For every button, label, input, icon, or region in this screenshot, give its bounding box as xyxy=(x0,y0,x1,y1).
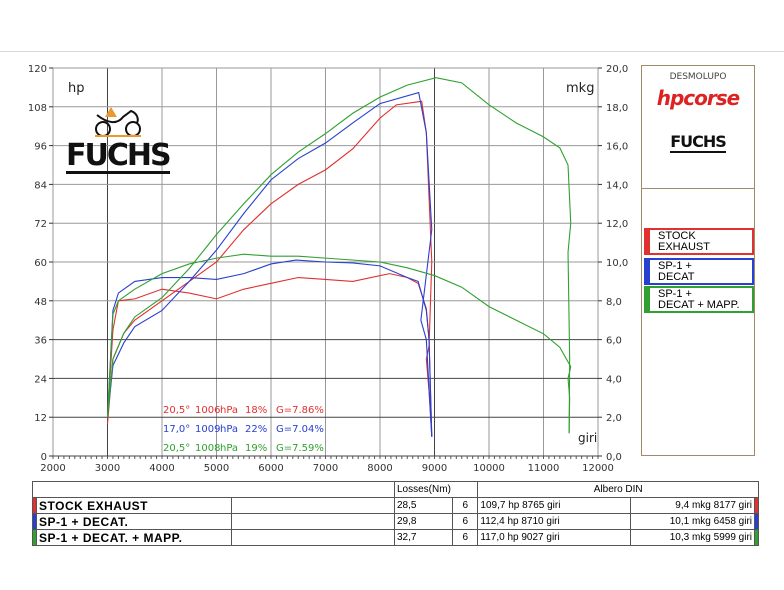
curves xyxy=(106,77,572,437)
x-tick-label: 12000 xyxy=(582,463,614,474)
legend-item-decat: SP-1 + DECAT xyxy=(644,258,754,285)
fuchs-logo: FUCHS xyxy=(66,103,172,174)
x-tick-label: 9000 xyxy=(422,463,447,474)
y-left-tick-label: 60 xyxy=(34,258,47,269)
condition-text: hPa xyxy=(220,405,238,416)
y-left-tick-label: 72 xyxy=(34,219,47,230)
x-tick-label: 5000 xyxy=(204,463,229,474)
brand-label: DESMOLUPO xyxy=(669,72,727,82)
x-tick-label: 10000 xyxy=(473,463,505,474)
y-right-tick-label: 20,0 xyxy=(606,64,628,75)
condition-text: G=7.04% xyxy=(276,424,324,435)
condition-text: G=7.59% xyxy=(276,443,324,454)
top-divider xyxy=(0,51,784,52)
y-right-tick-label: 16,0 xyxy=(606,142,628,153)
y-left-tick-label: 108 xyxy=(28,103,47,114)
condition-text: 22% xyxy=(245,424,267,435)
x-tick-label: 6000 xyxy=(258,463,283,474)
condition-text: 1006 xyxy=(195,405,220,416)
y-right-tick-label: 8,0 xyxy=(606,297,622,308)
condition-text: 20,5° xyxy=(163,443,190,454)
y-left-tick-label: 96 xyxy=(34,142,47,153)
torque-curve-2 xyxy=(106,253,572,433)
y-left-tick-label: 36 xyxy=(34,336,47,347)
x-tick-label: 8000 xyxy=(367,463,392,474)
motorbike-icon xyxy=(94,107,141,137)
x-tick-label: 3000 xyxy=(95,463,120,474)
x-label: giri xyxy=(578,431,597,445)
y-right-tick-label: 2,0 xyxy=(606,413,622,424)
y-left-label: hp xyxy=(68,81,85,96)
y-left-tick-label: 48 xyxy=(34,297,47,308)
torque-curve-0 xyxy=(106,273,433,437)
condition-text: 17,0° xyxy=(163,424,190,435)
condition-text: 20,5° xyxy=(163,405,190,416)
table-row: SP-1 + DECAT. 29,8 6 112,4 hp 8710 giri 10… xyxy=(32,513,759,530)
y-right-tick-label: 6,0 xyxy=(606,336,622,347)
fuchs-small-logo: FUCHS xyxy=(670,132,727,153)
y-right-tick-label: 18,0 xyxy=(606,103,628,114)
y-right-tick-label: 4,0 xyxy=(606,374,622,385)
x-tick-label: 4000 xyxy=(149,463,174,474)
power-curve-0 xyxy=(106,100,433,437)
table-row: STOCK EXHAUST 28,5 6 109,7 hp 8765 giri 9,… xyxy=(32,497,759,514)
y-right-label: mkg xyxy=(566,81,594,96)
axis-ticks: 2000 3000 4000 5000 6000 7000 8000 9000 10000 110… xyxy=(28,64,628,474)
y-right-tick-label: 12,0 xyxy=(606,219,628,230)
condition-text: 1009 xyxy=(195,424,220,435)
condition-text: hPa xyxy=(220,424,238,435)
din-header: Albero DIN xyxy=(477,481,759,498)
condition-text: 19% xyxy=(245,443,267,454)
x-tick-label: 2000 xyxy=(40,463,65,474)
condition-text: G=7.86% xyxy=(276,405,324,416)
condition-text: 1008 xyxy=(195,443,220,454)
power-curve-2 xyxy=(106,77,572,434)
legend-item-stock: STOCK EXHAUST xyxy=(644,228,754,255)
conditions: 20,5° 1006 hPa 18% G=7.86%17,0° 1009 hPa 22% G=7… xyxy=(163,405,324,454)
logo-panel: DESMOLUPO hpcorse FUCHS xyxy=(641,65,755,189)
y-left-tick-label: 24 xyxy=(34,374,47,385)
results-table: Losses(Nm) Albero DIN STOCK EXHAUST 28,5… xyxy=(32,481,759,546)
condition-text: 18% xyxy=(245,405,267,416)
y-left-tick-label: 120 xyxy=(28,64,47,75)
y-right-tick-label: 10,0 xyxy=(606,258,628,269)
x-tick-label: 7000 xyxy=(313,463,338,474)
y-right-tick-label: 0,0 xyxy=(606,452,622,463)
y-right-tick-label: 14,0 xyxy=(606,180,628,191)
torque-curve-1 xyxy=(106,259,433,437)
legend: STOCK EXHAUST SP-1 + DECAT SP-1 + DECAT + M… xyxy=(641,188,755,456)
x-tick-label: 11000 xyxy=(528,463,560,474)
y-left-tick-label: 0 xyxy=(41,452,47,463)
table-header: Losses(Nm) Albero DIN xyxy=(32,481,759,498)
table-row: SP-1 + DECAT. + MAPP. 32,7 6 117,0 hp 902… xyxy=(32,529,759,546)
legend-item-mapp: SP-1 + DECAT + MAPP. xyxy=(644,286,754,313)
power-curve-1 xyxy=(106,91,433,437)
y-left-tick-label: 84 xyxy=(34,180,47,191)
y-left-tick-label: 12 xyxy=(34,413,47,424)
condition-text: hPa xyxy=(220,443,238,454)
losses-header: Losses(Nm) xyxy=(393,481,479,498)
hpcorse-logo: hpcorse xyxy=(656,86,740,110)
dyno-chart: 2000 3000 4000 5000 6000 7000 8000 9000 10000 110… xyxy=(28,64,628,474)
